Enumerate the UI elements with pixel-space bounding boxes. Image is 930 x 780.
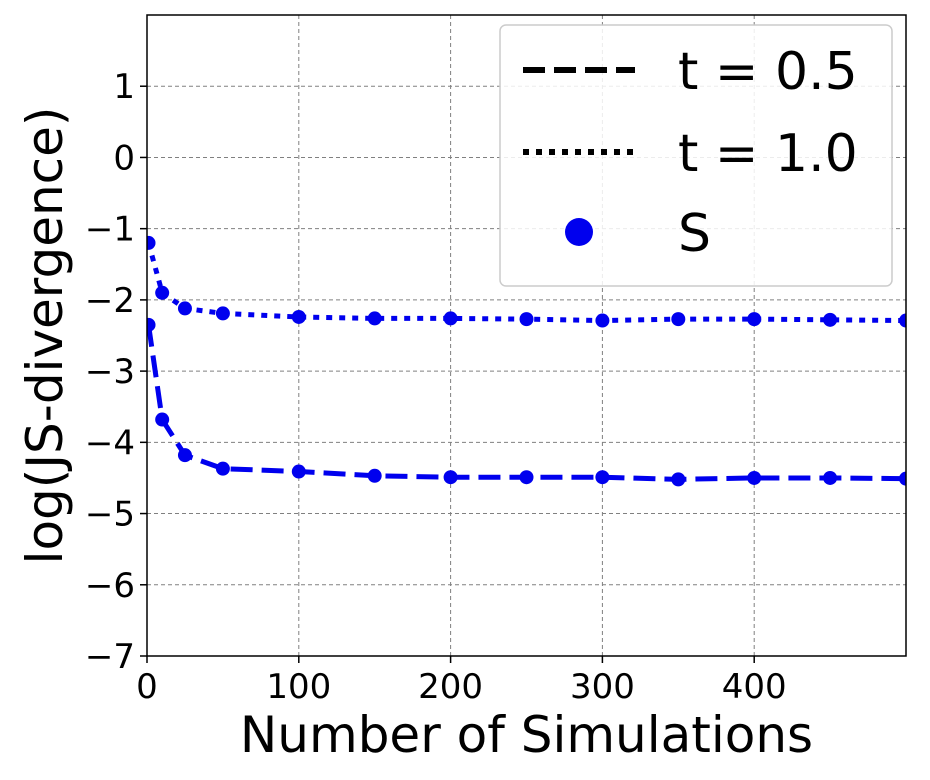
data-point <box>671 472 686 487</box>
legend-box <box>499 24 893 287</box>
x-tick-label: 0 <box>136 667 158 707</box>
data-point <box>747 470 762 485</box>
y-tick-label: −4 <box>85 423 135 463</box>
legend-marker-icon <box>565 218 593 246</box>
data-point <box>367 468 382 483</box>
legend-label-dotted: t = 1.0 <box>678 124 858 184</box>
data-point <box>595 313 610 328</box>
data-point <box>823 312 838 327</box>
data-point <box>899 313 906 328</box>
x-tick-label: 200 <box>418 667 483 707</box>
legend: t = 0.5 t = 1.0 S <box>499 24 893 287</box>
y-tick-label: −7 <box>85 637 135 677</box>
data-point <box>519 312 534 327</box>
data-point <box>177 301 192 316</box>
y-tick-label: −1 <box>85 210 135 250</box>
data-point <box>443 311 458 326</box>
data-point <box>291 309 306 324</box>
y-tick-label: −2 <box>85 281 135 321</box>
plot-frame <box>146 14 907 657</box>
x-tick-label: 300 <box>570 667 635 707</box>
x-axis-label: Number of Simulations <box>240 706 813 764</box>
legend-label-marker: S <box>678 204 711 264</box>
data-point <box>823 470 838 485</box>
data-point <box>215 306 230 321</box>
data-point <box>747 312 762 327</box>
x-tick-label: 400 <box>722 667 787 707</box>
data-point <box>899 471 906 486</box>
y-tick-label: −6 <box>85 566 135 606</box>
y-tick-label: −5 <box>85 495 135 535</box>
series-layer <box>147 235 906 487</box>
data-point <box>147 317 156 332</box>
y-tick-label: 0 <box>113 138 135 178</box>
data-point <box>519 470 534 485</box>
data-point <box>147 235 156 250</box>
y-axis-label: log(JS-divergence) <box>16 107 74 565</box>
data-point <box>177 448 192 463</box>
data-point <box>155 412 170 427</box>
x-tick-label: 100 <box>266 667 331 707</box>
data-point <box>595 470 610 485</box>
legend-label-dashed: t = 0.5 <box>678 42 858 102</box>
y-tick-label: 1 <box>113 67 135 107</box>
data-point <box>443 470 458 485</box>
data-point <box>671 312 686 327</box>
data-point <box>367 311 382 326</box>
ticks: 0 100 200 300 400 −7 −6 −5 −4 −3 −2 −1 0 1 <box>85 67 787 707</box>
series-line-dashed <box>147 324 906 482</box>
data-point <box>215 461 230 476</box>
y-tick-label: −3 <box>85 352 135 392</box>
data-point <box>291 464 306 479</box>
data-point <box>155 285 170 300</box>
